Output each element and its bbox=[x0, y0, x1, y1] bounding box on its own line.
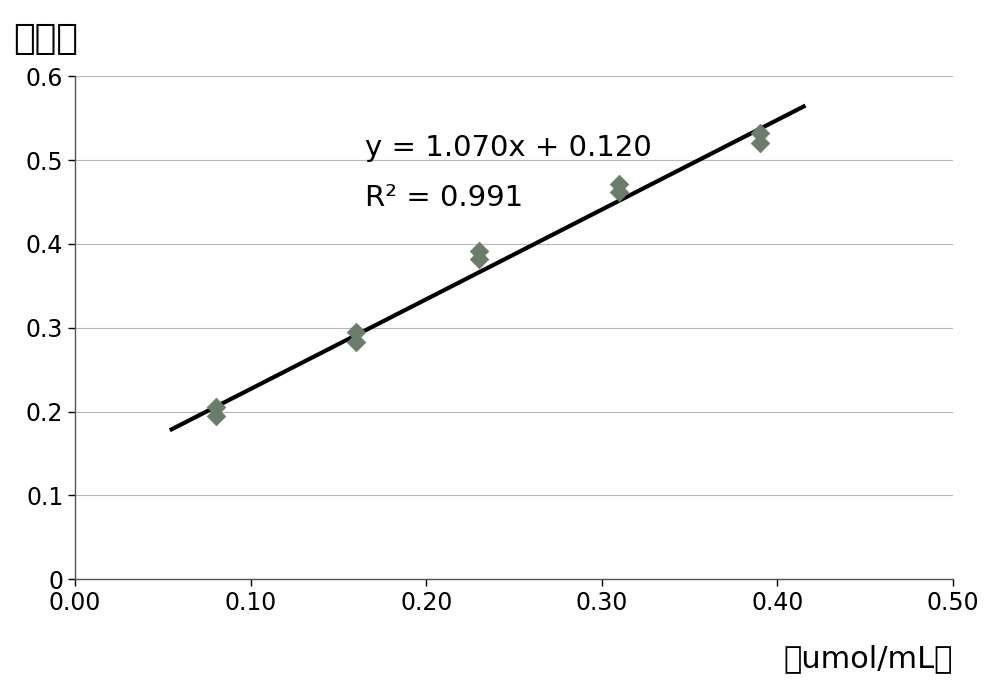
Text: 吸光度: 吸光度 bbox=[14, 22, 79, 56]
Point bbox=[348, 326, 364, 338]
Text: R² = 0.991: R² = 0.991 bbox=[365, 184, 523, 212]
Point bbox=[471, 254, 487, 265]
Point bbox=[752, 128, 768, 139]
Point bbox=[208, 402, 224, 413]
Text: （umol/mL）: （umol/mL） bbox=[783, 644, 953, 674]
Text: y = 1.070x + 0.120: y = 1.070x + 0.120 bbox=[365, 134, 651, 161]
Point bbox=[611, 178, 627, 189]
Point bbox=[752, 138, 768, 149]
Point bbox=[348, 336, 364, 347]
Point bbox=[611, 187, 627, 198]
Point bbox=[208, 410, 224, 421]
Point bbox=[471, 245, 487, 257]
